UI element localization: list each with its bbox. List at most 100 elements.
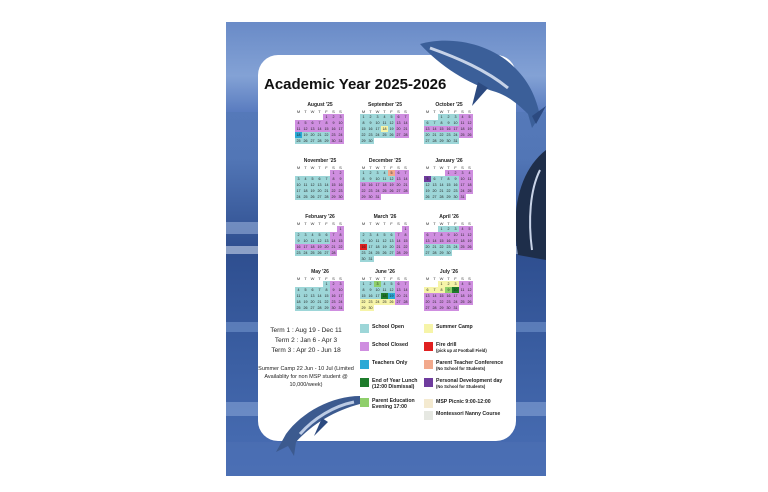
weekday-label: S (461, 109, 464, 114)
weekday-label: W (375, 221, 380, 226)
legend-swatch (424, 399, 433, 408)
day-cell: 18 (459, 293, 466, 299)
weekday-label: T (447, 221, 450, 226)
day-cell: 25 (295, 305, 302, 311)
day-cell: 30 (367, 138, 374, 144)
weekday-label: F (390, 276, 393, 281)
legend-label: Fire drill (436, 342, 457, 348)
day-cell: 12 (388, 176, 395, 182)
weekday-label: F (454, 109, 457, 114)
day-cell (388, 226, 395, 232)
day-cell: 4 (302, 176, 309, 182)
weekday-label: T (383, 221, 386, 226)
day-cell: 20 (431, 188, 438, 194)
day-cell (309, 281, 316, 287)
day-cell (330, 226, 337, 232)
day-cell: 2 (445, 281, 452, 287)
day-cell: 1 (360, 170, 367, 176)
day-cell (395, 194, 402, 200)
weekday-label: F (454, 221, 457, 226)
legend-swatch (360, 324, 369, 333)
day-cell: 10 (337, 287, 344, 293)
day-cell: 18 (295, 299, 302, 305)
weekday-label: T (304, 165, 307, 170)
day-cell: 18 (459, 238, 466, 244)
day-cell: 16 (295, 244, 302, 250)
legend-item: MSP Picnic 9:00-12:00 (424, 399, 491, 408)
day-cell: 17 (374, 126, 381, 132)
legend-label: End of Year Lunch (12:00 Dismissal) (372, 378, 418, 390)
day-cell: 16 (367, 293, 374, 299)
day-cell: 20 (395, 182, 402, 188)
day-cell: 8 (445, 176, 452, 182)
weekday-label: S (332, 276, 335, 281)
day-cell: 6 (323, 232, 330, 238)
day-cell: 10 (374, 287, 381, 293)
day-cell (295, 281, 302, 287)
month-name: May '26 (311, 269, 329, 275)
weekday-label: M (296, 221, 301, 226)
weekday-label: F (390, 165, 393, 170)
day-cell: 20 (424, 244, 431, 250)
weekday-label: M (425, 276, 430, 281)
day-cell: 28 (323, 194, 330, 200)
day-cell: 28 (316, 305, 323, 311)
weekday-label: S (332, 221, 335, 226)
month-calendar: March '26 M T W T F S S 1 2 3 4 5 6 7 8 9 10 11 12 13 14 15 16 1… (360, 214, 410, 262)
day-cell: 3 (295, 176, 302, 182)
day-cell: 9 (330, 287, 337, 293)
month-name: June '26 (375, 269, 395, 275)
day-cell: 4 (295, 120, 302, 126)
whale-top-illustration (420, 40, 546, 128)
day-cell: 17 (452, 293, 459, 299)
day-cell: 31 (452, 305, 459, 311)
day-cell: 16 (360, 244, 367, 250)
day-cell: 5 (388, 114, 395, 120)
day-cell: 8 (438, 232, 445, 238)
weekday-label: S (461, 221, 464, 226)
day-cell: 9 (367, 176, 374, 182)
weekday-label: W (310, 165, 315, 170)
day-cell: 29 (445, 194, 452, 200)
day-cell: 15 (438, 293, 445, 299)
day-cell (388, 305, 395, 311)
weekday-label: F (454, 165, 457, 170)
weekday-label: T (383, 276, 386, 281)
day-cell: 14 (431, 238, 438, 244)
day-cell: 30 (445, 305, 452, 311)
day-cell: 15 (330, 182, 337, 188)
day-cell: 28 (431, 138, 438, 144)
month-calendar: June '26 M T W T F S S 1 2 3 4 5 6 7 8 9 10 11 12 13 14 15 16 17… (360, 269, 410, 311)
day-cell: 3 (452, 281, 459, 287)
day-cell: 30 (445, 250, 452, 256)
day-cell: 4 (295, 287, 302, 293)
day-cell: 16 (445, 238, 452, 244)
day-cell: 8 (323, 120, 330, 126)
day-cell: 7 (330, 232, 337, 238)
day-cell: 21 (431, 132, 438, 138)
day-cell: 31 (367, 256, 374, 262)
day-cell: 12 (316, 238, 323, 244)
weekday-label: F (454, 276, 457, 281)
weekday-label: W (375, 109, 380, 114)
day-cell: 6 (309, 120, 316, 126)
weekday-label: T (383, 165, 386, 170)
day-cell (459, 138, 466, 144)
weekday-label: F (325, 109, 328, 114)
day-cell: 19 (388, 126, 395, 132)
day-cell (466, 250, 473, 256)
day-cell: 14 (316, 126, 323, 132)
day-cell (295, 170, 302, 176)
day-cell (309, 170, 316, 176)
day-cell (424, 281, 431, 287)
day-cell (381, 305, 388, 311)
day-cell: 10 (459, 176, 466, 182)
day-cell: 7 (395, 232, 402, 238)
day-cell: 5 (466, 226, 473, 232)
day-cell: 3 (302, 232, 309, 238)
day-cell (374, 256, 381, 262)
day-cell: 27 (395, 188, 402, 194)
